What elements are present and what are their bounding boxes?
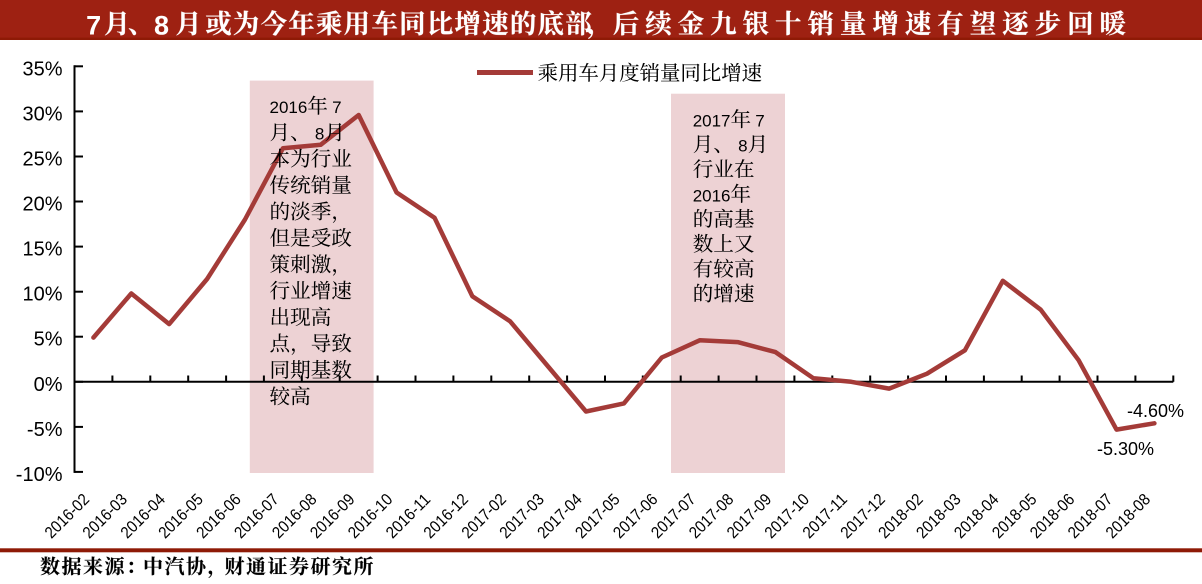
svg-text:2016: 2016 xyxy=(270,98,308,117)
svg-text:-5.30%: -5.30% xyxy=(1097,439,1154,459)
svg-text:8: 8 xyxy=(738,137,747,156)
svg-text:30%: 30% xyxy=(22,103,62,125)
svg-text:8: 8 xyxy=(154,11,169,41)
svg-text:0%: 0% xyxy=(34,374,63,396)
svg-text:-5%: -5% xyxy=(27,419,63,441)
svg-text:5%: 5% xyxy=(34,329,63,351)
svg-text:2017: 2017 xyxy=(693,112,731,131)
svg-text:-4.60%: -4.60% xyxy=(1127,401,1184,421)
svg-text:25%: 25% xyxy=(22,149,62,171)
svg-text:-10%: -10% xyxy=(16,464,63,486)
svg-text:35%: 35% xyxy=(22,58,62,80)
svg-text:20%: 20% xyxy=(22,194,62,216)
svg-text:7: 7 xyxy=(86,11,101,41)
svg-text:7: 7 xyxy=(755,112,764,131)
svg-text:10%: 10% xyxy=(22,284,62,306)
svg-text:2016: 2016 xyxy=(693,186,731,205)
svg-text:7: 7 xyxy=(332,98,341,117)
svg-text:8: 8 xyxy=(315,125,324,144)
svg-text:15%: 15% xyxy=(22,239,62,261)
